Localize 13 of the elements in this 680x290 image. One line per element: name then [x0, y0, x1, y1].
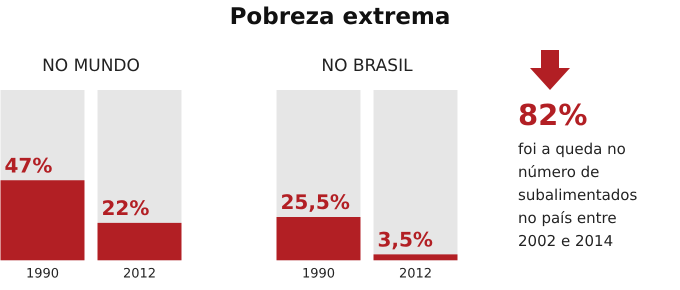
chart-title: Pobreza extrema [228, 4, 452, 30]
text: foi a queda no número de subalimentados no país entre 2002 e 2014 [518, 139, 638, 252]
data-label: 3,5% [378, 228, 433, 252]
data-label: 25,5% [280, 190, 350, 214]
chart-subtitle: NO BRASIL [320, 56, 414, 76]
chart-subtitle: NO MUNDO [41, 56, 141, 76]
data-label: 22% [102, 196, 150, 220]
x-tick-label: 2012 [122, 266, 156, 282]
x-tick-label: 2012 [398, 266, 432, 282]
x-tick-label: 1990 [26, 266, 60, 282]
text: 82% [518, 98, 588, 132]
x-tick-label: 1990 [302, 266, 336, 282]
data-label: 47% [4, 154, 52, 178]
